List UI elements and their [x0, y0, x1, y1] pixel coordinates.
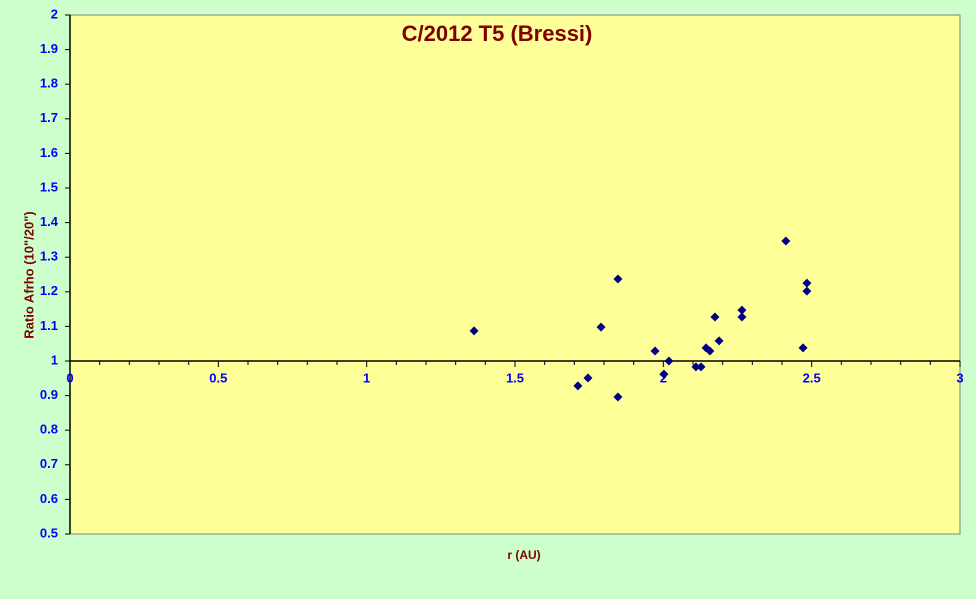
point — [613, 392, 623, 402]
point — [573, 381, 583, 391]
y-tick-label: 2 — [51, 6, 58, 21]
x-tick-label: 0.5 — [209, 370, 227, 385]
y-tick-label: 1.5 — [40, 179, 58, 194]
point — [798, 343, 808, 353]
y-tick-label: 1.7 — [40, 110, 58, 125]
point — [664, 356, 674, 366]
x-tick-label: 3 — [956, 370, 963, 385]
plot-area — [69, 14, 961, 535]
point — [659, 369, 669, 379]
y-tick-label: 1.2 — [40, 283, 58, 298]
point — [710, 312, 720, 322]
point — [714, 336, 724, 346]
y-tick-label: 1.6 — [40, 145, 58, 160]
y-tick-label: 0.9 — [40, 387, 58, 402]
point — [469, 326, 479, 336]
point — [650, 346, 660, 356]
chart-title: C/2012 T5 (Bressi) — [402, 21, 593, 46]
point — [613, 274, 623, 284]
point — [737, 305, 747, 315]
y-tick-label: 1.3 — [40, 249, 58, 264]
x-tick-label: 0 — [66, 370, 73, 385]
y-tick-label: 1.8 — [40, 76, 58, 91]
point — [781, 236, 791, 246]
point — [596, 322, 606, 332]
point — [737, 312, 747, 322]
point — [583, 373, 593, 383]
y-tick-label: 0.7 — [40, 456, 58, 471]
y-tick-label: 0.8 — [40, 422, 58, 437]
y-tick-label: 1 — [51, 352, 58, 367]
point — [802, 286, 812, 296]
point — [802, 278, 812, 288]
y-axis-label: Ratio Afrho (10"/20") — [21, 211, 36, 338]
point — [705, 346, 715, 356]
y-tick-label: 1.1 — [40, 318, 58, 333]
y-tick-label: 1.4 — [40, 214, 59, 229]
x-axis-label: r (AU) — [507, 548, 540, 562]
x-tick-label: 2.5 — [803, 370, 821, 385]
y-tick-label: 1.9 — [40, 41, 58, 56]
point — [696, 362, 706, 372]
point — [691, 362, 701, 372]
y-tick-label: 0.6 — [40, 491, 58, 506]
x-tick-label: 1 — [363, 370, 370, 385]
x-tick-label: 1.5 — [506, 370, 524, 385]
y-tick-label: 0.5 — [40, 525, 58, 540]
